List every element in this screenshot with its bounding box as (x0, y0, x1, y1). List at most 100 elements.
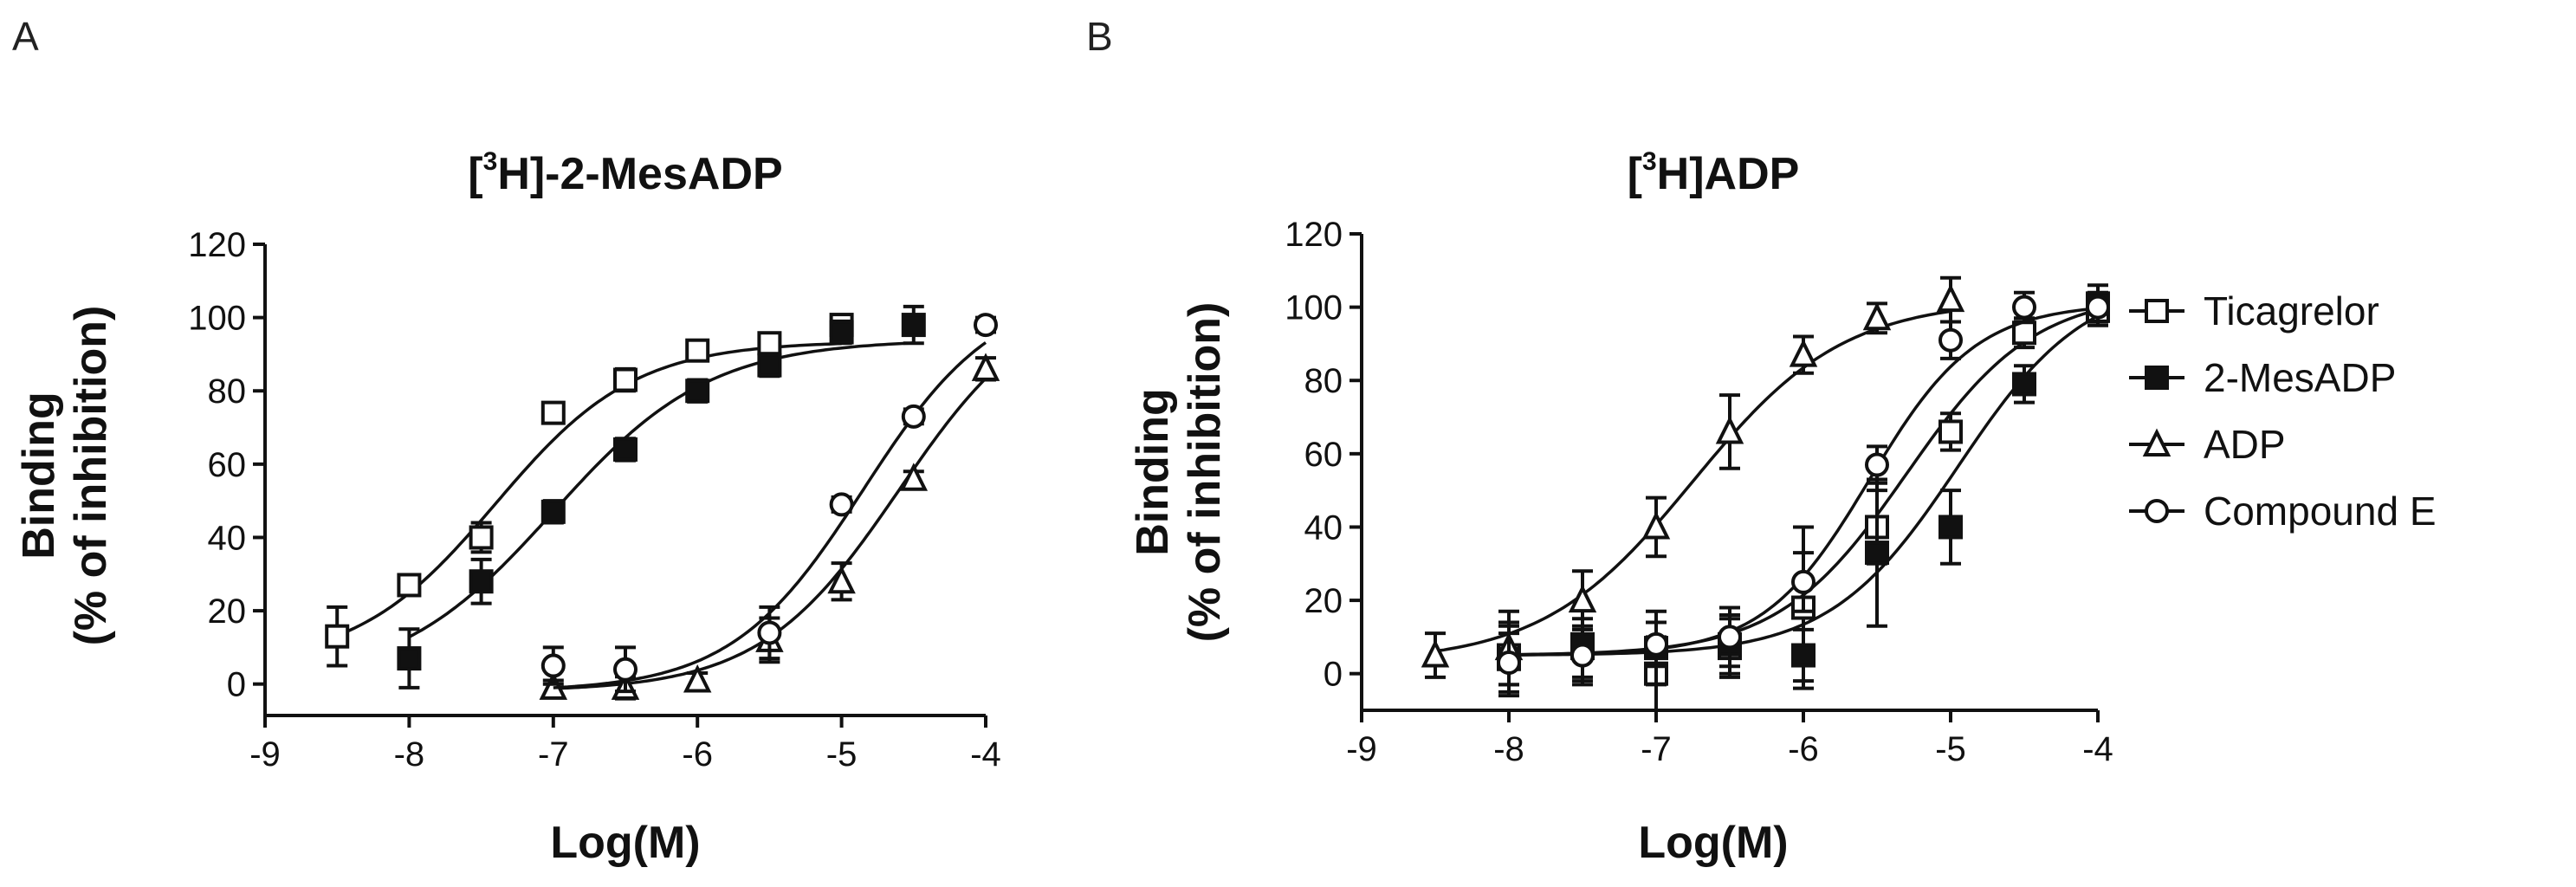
chart-a-xtick-label: -7 (538, 735, 569, 774)
chart-b-xtick-label: -4 (2082, 730, 2113, 768)
chart-a-point-2-mesadp (469, 569, 494, 594)
chart-a-ylabel-line1: Binding (14, 392, 64, 560)
chart-b-point-adp (1715, 415, 1744, 444)
chart-a-xtick-label: -4 (970, 735, 1001, 774)
chart-a-xtick-label: -5 (826, 735, 858, 774)
chart-b-point-compound-e (2086, 295, 2110, 320)
legend-marker-adp (2142, 428, 2171, 456)
chart-a-point-ticagrelor (540, 400, 566, 425)
chart-b-ytick-label: 40 (1304, 508, 1343, 547)
chart-b-ytick-label: 80 (1304, 362, 1343, 400)
chart-a-point-2-mesadp (613, 437, 638, 462)
legend-label-compound-e: Compound E (2204, 489, 2437, 534)
chart-a-point-ticagrelor (685, 338, 710, 363)
legend: Ticagrelor 2-MesADP ADP Compound E (2129, 288, 2437, 534)
chart-a: 0 20 40 60 80 100 120 -9 -8 -7 -6 -5 -4 (188, 226, 1001, 774)
chart-a-ytick-label: 80 (208, 372, 247, 411)
chart-b-ytick-label: 60 (1304, 436, 1343, 474)
chart-b-xtick-label: -9 (1346, 730, 1377, 768)
chart-a-point-compound-e (757, 620, 782, 645)
chart-a-point-ticagrelor (757, 331, 782, 356)
chart-a-title-prefix: [ (468, 149, 482, 199)
chart-a-point-ticagrelor (469, 525, 494, 550)
chart-b-ylabel-line2: (% of inhibition) (1180, 302, 1230, 643)
chart-b-point-2-mesadp (2012, 372, 2036, 397)
chart-a-point-2-mesadp (829, 320, 854, 345)
chart-b-point-2-mesadp (1865, 541, 1889, 566)
chart-a-xtick-label: -6 (682, 735, 713, 774)
chart-b-title-prefix: [ (1628, 149, 1642, 199)
chart-b-ytick-label: 20 (1304, 582, 1343, 620)
legend-marker-ticagrelor (2145, 299, 2169, 323)
chart-a-point-compound-e (540, 653, 566, 678)
chart-b-point-compound-e (1644, 631, 1668, 657)
chart-b-title-sup: 3 (1642, 147, 1657, 176)
chart-a-ylabel-line2: (% of inhibition) (66, 306, 116, 646)
chart-a-point-compound-e (829, 492, 854, 517)
chart-b-title-suffix: H]ADP (1657, 149, 1800, 199)
chart-a-ytick-label: 20 (208, 592, 247, 631)
chart-a-point-ticagrelor (397, 573, 422, 598)
chart-b-title: [3H]ADP (1628, 147, 1800, 199)
chart-b: 0 20 40 60 80 100 120 -9 -8 -7 -6 -5 -4 (1285, 216, 2113, 768)
legend-markers (2129, 299, 2184, 523)
chart-b-ylabel-line1: Binding (1128, 388, 1178, 556)
chart-b-point-compound-e (1718, 625, 1742, 650)
chart-a-point-compound-e (901, 404, 926, 429)
chart-b-point-2-mesadp (1938, 515, 1963, 540)
chart-a-point-adp (683, 664, 712, 693)
chart-b-point-compound-e (1570, 643, 1595, 668)
chart-a-point-compound-e (974, 313, 998, 338)
chart-b-point-adp (1789, 339, 1818, 367)
chart-a-ytick-label: 40 (208, 519, 247, 557)
panel-letter-b: B (1086, 14, 1113, 59)
chart-a-point-adp (827, 565, 856, 594)
chart-a-title-suffix: H]-2-MesADP (497, 149, 782, 199)
chart-b-xtick-label: -8 (1493, 730, 1524, 768)
chart-b-point-ticagrelor (1938, 419, 1963, 444)
chart-a-point-2-mesadp (901, 313, 926, 338)
chart-b-point-compound-e (1865, 452, 1889, 477)
chart-a-ytick-label: 0 (227, 666, 246, 704)
legend-label-ticagrelor: Ticagrelor (2204, 288, 2379, 333)
legend-label-2-mesadp: 2-MesADP (2204, 355, 2396, 400)
chart-b-xtick-label: -6 (1788, 730, 1819, 768)
chart-b-point-compound-e (1791, 569, 1815, 594)
chart-b-point-compound-e (1938, 327, 1963, 353)
chart-b-xtick-label: -5 (1935, 730, 1966, 768)
chart-b-fit-curve-adp (1434, 309, 1951, 653)
chart-a-point-adp (971, 353, 1000, 381)
chart-b-ytick-label: 100 (1285, 289, 1343, 327)
chart-b-point-adp (1936, 283, 1965, 313)
chart-a-point-compound-e (613, 657, 638, 682)
legend-marker-compound-e (2145, 499, 2169, 523)
chart-b-point-adp (1568, 584, 1597, 613)
chart-a-ytick-label: 100 (188, 300, 246, 338)
chart-b-point-adp (1421, 639, 1450, 668)
chart-a-point-2-mesadp (757, 353, 782, 378)
chart-b-point-adp (1862, 301, 1892, 331)
legend-marker-2-mesadp (2145, 366, 2169, 390)
chart-a-point-2-mesadp (685, 379, 710, 404)
chart-b-ytick-label: 120 (1285, 216, 1343, 254)
chart-a-point-2-mesadp (540, 499, 566, 524)
chart-a-xtick-label: -8 (394, 735, 425, 774)
chart-a-xtick-label: -9 (249, 735, 281, 774)
chart-a-xlabel: Log(M) (550, 818, 700, 868)
chart-a-point-adp (899, 463, 929, 491)
chart-b-point-2-mesadp (1791, 643, 1815, 668)
chart-a-point-ticagrelor (613, 367, 638, 392)
chart-b-point-compound-e (2012, 295, 2036, 320)
chart-b-xlabel: Log(M) (1638, 818, 1788, 868)
panel-letter-a: A (12, 14, 39, 59)
chart-a-ytick-label: 120 (188, 226, 246, 264)
chart-a-point-ticagrelor (325, 624, 350, 649)
chart-b-point-adp (1641, 510, 1671, 540)
chart-a-title-sup: 3 (483, 147, 498, 176)
chart-a-ytick-label: 60 (208, 446, 247, 484)
chart-b-xtick-label: -7 (1641, 730, 1672, 768)
legend-label-adp: ADP (2204, 422, 2286, 467)
chart-b-ytick-label: 0 (1324, 656, 1343, 694)
chart-a-point-2-mesadp (397, 646, 422, 671)
